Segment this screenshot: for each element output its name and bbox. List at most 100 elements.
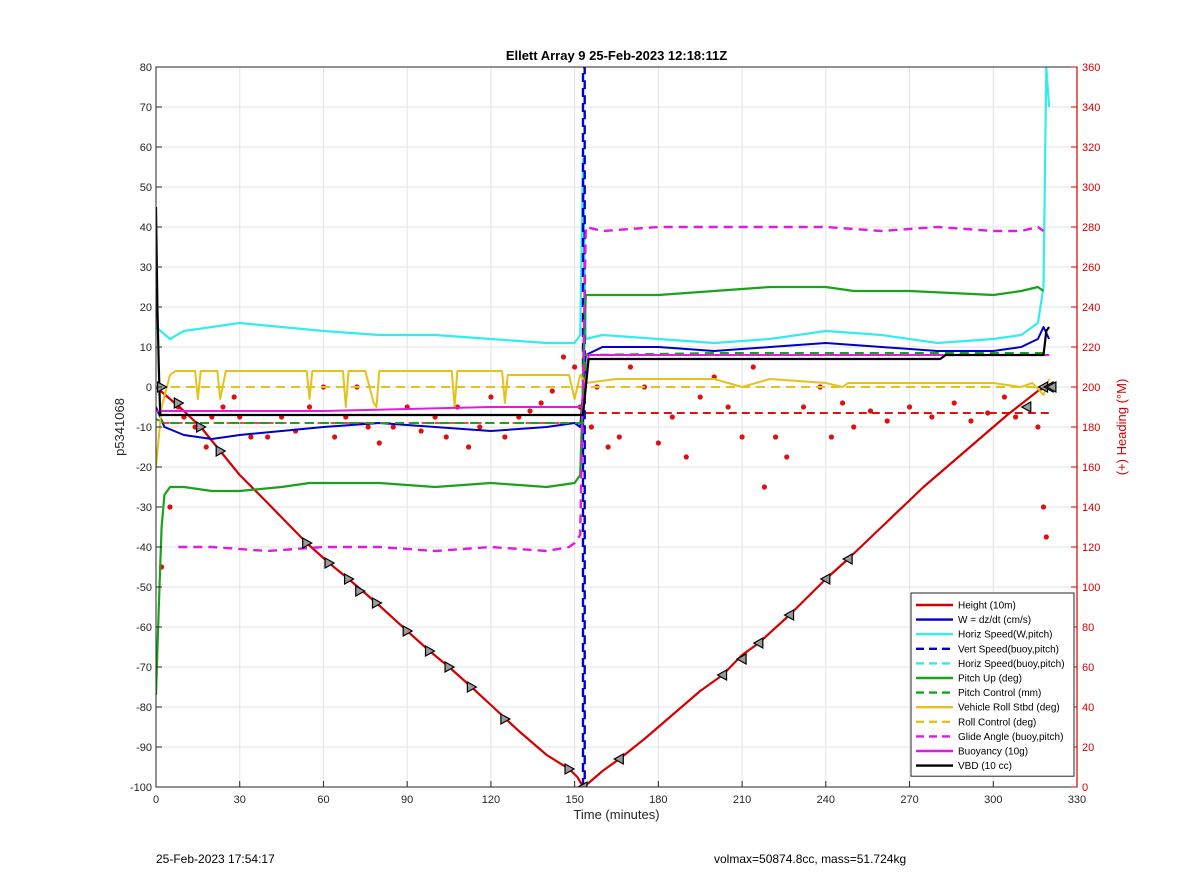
y2-tick-label: 200: [1082, 382, 1100, 394]
y-tick-label: -60: [136, 622, 152, 634]
legend-entry: Buoyancy (10g): [958, 747, 1028, 758]
legend-entry: Vert Speed(buoy,pitch): [958, 644, 1059, 655]
y2-tick-label: 180: [1082, 422, 1100, 434]
legend-entry: Horiz Speed(buoy,pitch): [958, 659, 1065, 670]
y2-tick-label: 360: [1082, 62, 1100, 74]
y2-tick-label: 40: [1082, 702, 1094, 714]
heading-point: [750, 364, 756, 370]
heading-point: [538, 400, 544, 406]
dive-marker: [841, 552, 853, 566]
heading-point: [985, 410, 991, 416]
y2-tick-label: 220: [1082, 342, 1100, 354]
legend-entry: Pitch Control (mm): [958, 688, 1041, 699]
dive-marker: [752, 636, 764, 650]
axes: 0 30 60 90 120 150 180 210 240 270 300 330-100-90-8…: [130, 62, 1100, 806]
footer-info: volmax=50874.8cc, mass=51.724kg: [714, 852, 907, 866]
y-tick-label: -80: [136, 702, 152, 714]
y-tick-label: 0: [146, 382, 152, 394]
heading-point: [203, 444, 209, 450]
legend-entry: VBD (10 cc): [958, 761, 1012, 772]
heading-point: [828, 434, 835, 440]
y-tick-label: -90: [136, 742, 152, 754]
y-tick-label: -70: [136, 662, 152, 674]
y-tick-label: 10: [140, 342, 152, 354]
heading-point: [265, 434, 271, 440]
x-axis-label: Time (minutes): [573, 807, 659, 822]
footer-date: 25-Feb-2023 17:54:17: [156, 852, 275, 866]
x-tick-label: 90: [401, 794, 413, 806]
dive-marker: [500, 712, 512, 726]
dive-marker: [444, 660, 456, 674]
legend-entry: Height (10m): [958, 601, 1016, 612]
series-line-vehicle-roll-stbd-deg: [156, 370, 1051, 468]
dive-marker: [1045, 380, 1057, 394]
x-tick-label: 60: [317, 794, 329, 806]
heading-point: [527, 408, 533, 414]
y2-tick-label: 140: [1082, 502, 1100, 514]
y2-tick-label: 120: [1082, 542, 1100, 554]
heading-point: [761, 484, 768, 490]
y-tick-label: 40: [140, 222, 152, 234]
x-tick-label: 330: [1068, 794, 1086, 806]
heading-point: [549, 388, 555, 394]
y2-tick-label: 0: [1082, 782, 1088, 794]
heading-point: [365, 424, 371, 430]
heading-point: [968, 418, 974, 424]
plot-area: [156, 67, 1057, 787]
heading-point: [772, 434, 779, 440]
heading-point: [951, 400, 957, 406]
y2-tick-label: 300: [1082, 182, 1100, 194]
y-tick-label: -40: [136, 542, 152, 554]
y2-tick-label: 20: [1082, 742, 1094, 754]
dive-marker: [613, 752, 624, 766]
y2-tick-label: 340: [1082, 102, 1100, 114]
y2-tick-label: 260: [1082, 262, 1100, 274]
heading-point: [488, 394, 494, 400]
x-tick-label: 0: [153, 794, 159, 806]
dive-marker: [324, 556, 336, 570]
y2-tick-label: 160: [1082, 462, 1100, 474]
heading-point: [572, 364, 578, 370]
y2-axis-label: (+) Heading (°M): [1114, 379, 1129, 476]
dive-marker: [343, 572, 355, 586]
heading-point: [1040, 504, 1047, 510]
dive-marker: [716, 668, 728, 682]
heading-point: [248, 434, 254, 440]
y-tick-label: -100: [130, 782, 152, 794]
dive-marker: [196, 420, 207, 434]
dive-marker: [735, 652, 747, 666]
dive-marker: [302, 536, 313, 550]
dive-marker: [402, 624, 414, 638]
heading-point: [697, 394, 703, 400]
legend-entry: Glide Angle (buoy,pitch): [958, 732, 1063, 743]
heading-point: [851, 424, 857, 430]
heading-point: [683, 454, 689, 460]
y-tick-label: 20: [140, 302, 152, 314]
heading-point: [884, 418, 890, 424]
heading-point: [332, 434, 338, 440]
legend-entry: Horiz Speed(W,pitch): [958, 630, 1052, 641]
heading-point: [588, 424, 594, 430]
series-line-pitch-control-mm: [156, 352, 1050, 424]
dive-marker: [371, 596, 383, 610]
y2-tick-label: 240: [1082, 302, 1100, 314]
heading-point: [906, 404, 913, 410]
heading-point: [418, 428, 424, 434]
legend: Height (10m) W = dz/dt (cm/s) Horiz Speed(…: [910, 592, 1075, 777]
y-tick-label: -10: [136, 422, 152, 434]
y-axis-label: p5341068: [112, 398, 127, 456]
heading-point: [1035, 424, 1041, 430]
y-tick-label: -30: [136, 502, 152, 514]
heading-point: [839, 400, 846, 406]
heading-point: [167, 504, 173, 510]
heading-point: [655, 440, 661, 446]
heading-point: [929, 414, 935, 420]
heading-point: [502, 434, 508, 440]
dive-marker: [173, 396, 185, 410]
dive-marker: [819, 572, 831, 586]
dive-marker: [466, 680, 478, 694]
dive-marker: [1020, 400, 1032, 414]
heading-point: [443, 434, 449, 440]
heading-point: [605, 444, 611, 450]
dive-marker: [215, 444, 227, 458]
